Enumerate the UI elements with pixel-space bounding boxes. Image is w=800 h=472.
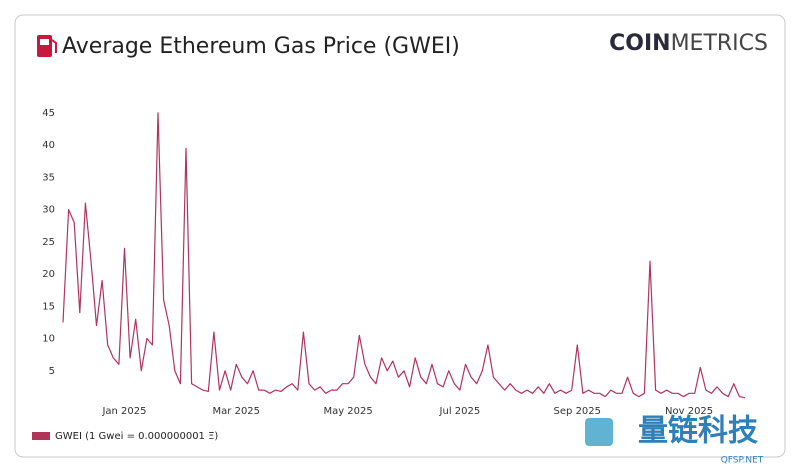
logo: COINMETRICS (609, 31, 768, 56)
y-tick-label: 45 (42, 108, 55, 119)
y-tick-label: 30 (42, 205, 55, 216)
legend-label: GWEI (1 Gwei = 0.000000001 Ξ) (55, 431, 218, 442)
x-tick-label: Jan 2025 (101, 406, 146, 417)
y-tick-label: 20 (42, 269, 55, 280)
logo-bold: COIN (609, 31, 670, 56)
y-tick-label: 35 (42, 172, 55, 183)
legend-swatch (32, 432, 50, 440)
y-tick-label: 15 (42, 301, 55, 312)
watermark: 量链科技 QFSP.NET (585, 414, 764, 466)
watermark-url: QFSP.NET (721, 456, 764, 466)
y-tick-label: 25 (42, 237, 55, 248)
chart-title: Average Ethereum Gas Price (GWEI) (62, 34, 460, 59)
watermark-text: 量链科技 (638, 414, 758, 449)
x-tick-label: Nov 2025 (665, 406, 713, 417)
line (62, 112, 746, 399)
card (14, 14, 786, 458)
x-tick-label: Jul 2025 (439, 406, 481, 417)
x-tick-label: Sep 2025 (554, 406, 601, 417)
gas-icon (37, 35, 57, 57)
y-tick-label: 5 (49, 366, 55, 377)
logo-light: METRICS (671, 31, 768, 56)
y-tick-label: 40 (42, 140, 55, 151)
x-tick-label: May 2025 (323, 406, 372, 417)
x-tick-label: Mar 2025 (213, 406, 261, 417)
y-tick-label: 10 (42, 334, 55, 345)
